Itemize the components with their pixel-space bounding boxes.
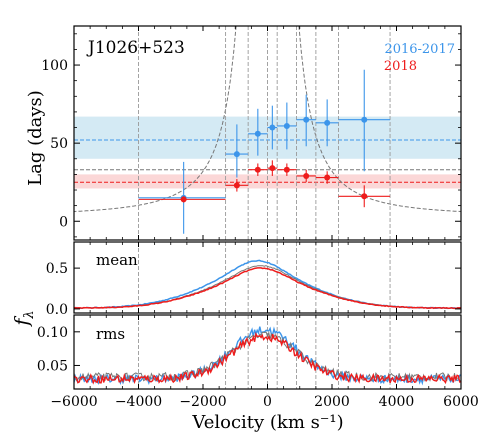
x-tick-label: 6000 (443, 394, 479, 410)
velocity-xlabel: Velocity (km s⁻¹) (191, 412, 343, 433)
lag-point-2016-2017 (233, 151, 240, 158)
x-tick-label: −2000 (179, 394, 226, 410)
rms-ticks: 0.05 0.10 −6000 −4000 −2000 0 2000 4000 6000 (37, 315, 479, 410)
lag-point-2018 (180, 196, 187, 203)
mean-panel-frame (74, 242, 461, 313)
y-tick-label: 0.5 (46, 261, 68, 277)
y-tick-label: 0.05 (37, 358, 68, 374)
rms-spectrum-red (74, 331, 461, 385)
lag-point-2018 (283, 166, 290, 173)
x-tick-label: −6000 (50, 394, 97, 410)
lag-point-2016-2017 (303, 116, 310, 123)
x-tick-label: 2000 (314, 394, 350, 410)
lag-point-2018 (254, 166, 261, 173)
y-tick-label: 50 (50, 136, 68, 152)
legend-2018: 2018 (384, 59, 417, 74)
lag-point-2016-2017 (361, 116, 368, 123)
x-tick-label: 0 (263, 394, 272, 410)
lag-band-2018 (74, 174, 461, 189)
rms-label: rms (96, 325, 125, 343)
object-name: J1026+523 (86, 38, 185, 58)
lag-points (138, 69, 391, 234)
lag-point-2016-2017 (254, 130, 261, 137)
x-tick-label: −4000 (115, 394, 162, 410)
y-tick-label: 0 (59, 214, 68, 230)
mean-label: mean (96, 251, 138, 269)
lag-point-2016-2017 (269, 124, 276, 131)
mean-spectra (74, 259, 461, 310)
mean-spectrum-red (74, 267, 461, 310)
virial-envelope-right (298, 26, 461, 212)
y-tick-label: 0.10 (37, 325, 68, 341)
lag-ylabel: Lag (days) (25, 90, 46, 186)
lag-point-2018 (361, 193, 368, 200)
lag-point-2016-2017 (324, 119, 331, 126)
x-tick-label: 4000 (379, 394, 415, 410)
lag-ticks: 0 50 100 (41, 26, 462, 240)
lag-point-2018 (303, 172, 310, 179)
mean-ticks: 0.0 0.5 (46, 242, 462, 318)
rms-panel: 0.05 0.10 −6000 −4000 −2000 0 2000 4000 6000 rms… (37, 314, 479, 433)
flux-ylabel: fλ (11, 310, 37, 327)
flux-ylabel-sub: λ (22, 310, 37, 319)
lag-panel: 0 50 100 J1026+523 2016-2017 2018 Lag (day… (25, 25, 462, 241)
flux-ylabel-symbol: f (11, 316, 33, 328)
lag-point-2016-2017 (283, 122, 290, 129)
lag-point-2018 (233, 182, 240, 189)
lag-point-2018 (324, 174, 331, 181)
legend-2016-2017: 2016-2017 (384, 42, 455, 57)
svg-text:fλ: fλ (11, 310, 37, 327)
y-tick-label: 0.0 (46, 302, 68, 318)
virial-envelope-left (74, 26, 237, 212)
y-tick-label: 100 (41, 58, 68, 74)
rms-spectra (74, 326, 461, 386)
lag-point-2018 (269, 165, 276, 172)
mean-panel: 0.0 0.5 mean (46, 241, 462, 318)
